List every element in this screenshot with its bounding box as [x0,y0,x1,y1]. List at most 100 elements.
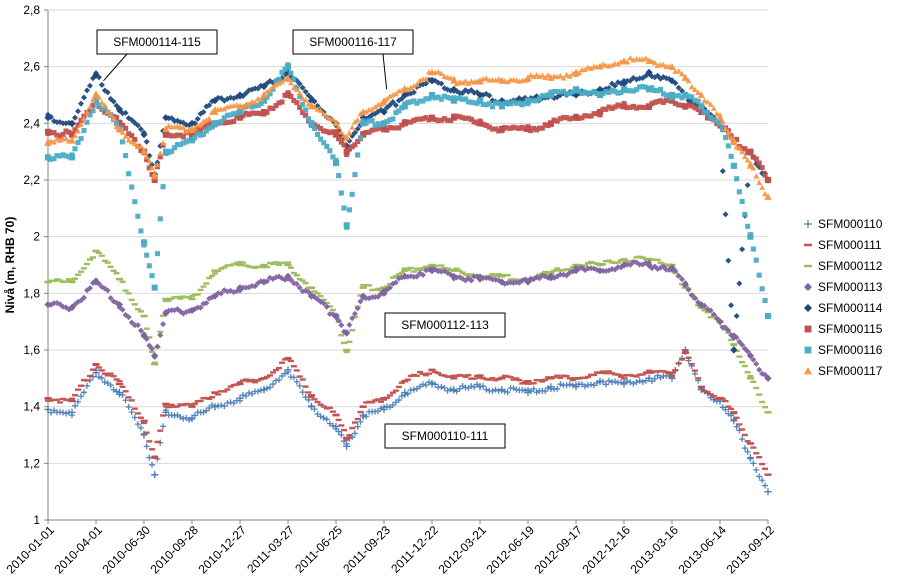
data-point [428,368,436,372]
trace-mark [346,129,353,136]
trace-mark [87,112,93,118]
data-point [151,471,159,479]
trace-mark [267,105,273,111]
trace-mark [419,381,426,388]
trace-mark [60,131,66,137]
data-point [730,343,738,346]
trace-mark [627,104,633,110]
trace-mark [270,371,276,374]
trace-mark [734,176,740,182]
legend-label: SFM000117 [818,364,883,378]
trace-mark [759,462,766,466]
trace-mark [366,129,372,135]
trace-mark [320,405,327,408]
trace-mark [119,306,126,313]
trace-mark [323,407,330,410]
trace-mark [224,388,231,391]
data-point [151,284,158,291]
annotation-frame [384,312,506,338]
trace-mark [585,262,591,265]
trace-mark [744,157,751,163]
trace-mark [297,104,303,111]
y-tick-label: 1,8 [23,286,40,300]
trace-mark [462,115,469,121]
trace-mark [692,105,698,111]
trace-mark [685,286,692,293]
trace-mark [290,84,297,91]
trace-mark [369,106,376,112]
data-point [450,114,457,121]
trace-mark [209,274,216,278]
y-axis-label: Nivå (m, RHB 70) [3,217,17,314]
trace-mark [495,273,502,276]
trace-mark [486,101,492,107]
trace-mark [314,411,321,418]
trace-mark [180,124,187,130]
annotation-label: SFM000110-111 [402,429,489,443]
data-point [698,103,705,110]
trace-mark [710,394,717,398]
data-point [188,137,196,144]
trace-mark [419,267,426,270]
trace-mark [144,157,150,163]
data-point [498,278,506,286]
trace-mark [131,407,138,410]
data-point [547,383,555,391]
data-point [646,103,653,110]
trace-mark [417,98,423,104]
legend-label: SFM000112 [818,259,883,273]
trace-mark [355,152,361,158]
trace-mark [701,97,708,104]
trace-mark [98,369,105,372]
trace-mark [736,280,743,287]
data-point [428,267,436,275]
trace-mark [725,405,732,408]
trace-mark [438,383,445,390]
legend-marker [804,346,812,354]
trace-mark [642,55,649,61]
data-point [620,374,628,377]
trace-mark [273,78,279,84]
data-point [307,97,316,105]
trace-mark [218,402,225,409]
trace-mark [258,96,264,102]
trace-mark [317,107,324,113]
trace-mark [704,311,711,314]
trace-mark [154,251,161,257]
trace-mark [75,140,81,146]
data-point [596,91,604,99]
data-point [92,91,100,98]
trace-mark [705,115,711,121]
data-point [260,278,268,286]
trace-mark [719,168,726,175]
trace-mark [739,436,746,443]
trace-mark [722,211,729,218]
trace-mark [78,117,84,124]
trace-mark [194,115,201,122]
series-SFM000117 [44,55,772,200]
trace-mark [134,412,141,415]
trace-mark [203,128,209,134]
trace-mark [198,132,204,138]
trace-mark [432,117,438,123]
trace-mark [728,153,734,159]
trace-mark [378,400,385,404]
trace-mark [209,124,215,130]
data-point [359,286,367,289]
trace-mark [131,414,138,421]
trace-mark [338,129,345,135]
trace-mark [341,142,347,148]
trace-mark [675,84,682,91]
trace-mark [404,378,411,381]
trace-mark [606,104,612,110]
trace-mark [302,88,309,95]
x-tick-label: 2011-12-22 [388,523,441,576]
trace-mark [329,422,336,429]
trace-mark [320,110,327,117]
trace-mark [375,398,382,401]
trace-mark [695,304,702,307]
trace-mark [172,133,178,139]
trace-mark [612,104,618,110]
trace-mark [128,409,135,416]
trace-mark [411,117,417,123]
